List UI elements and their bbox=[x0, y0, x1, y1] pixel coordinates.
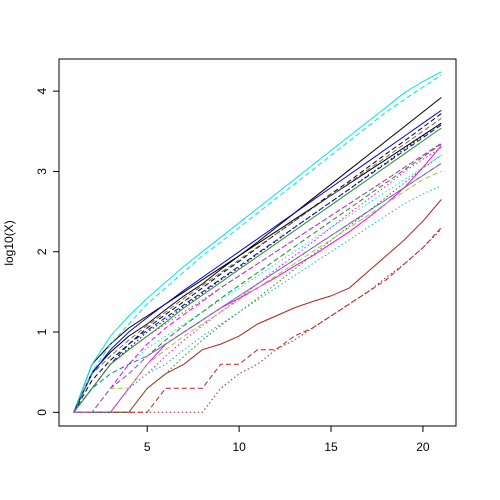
series-line-5 bbox=[73, 71, 442, 413]
x-axis: 5 10 15 20 bbox=[144, 425, 430, 454]
series-line-2 bbox=[73, 97, 442, 413]
series-line-23 bbox=[73, 185, 442, 413]
x-tick-label: 5 bbox=[144, 440, 151, 454]
series-line-9 bbox=[73, 142, 442, 413]
series-line-13 bbox=[73, 228, 442, 413]
series-line-18 bbox=[73, 154, 442, 413]
x-tick-label: 10 bbox=[232, 440, 246, 454]
series-line-20 bbox=[73, 117, 442, 413]
series-line-8 bbox=[73, 145, 442, 413]
y-axis-title: log10(X) bbox=[2, 220, 16, 265]
y-tick-label: 0 bbox=[35, 409, 49, 416]
series-line-6 bbox=[73, 74, 442, 413]
x-tick-label: 20 bbox=[416, 440, 430, 454]
y-tick-label: 4 bbox=[35, 87, 49, 94]
series-line-17 bbox=[73, 143, 442, 413]
series-line-19 bbox=[73, 162, 442, 413]
series-line-24 bbox=[73, 162, 442, 413]
series-line-22 bbox=[73, 170, 442, 413]
y-axis: 0 1 2 3 4 bbox=[35, 87, 60, 416]
series-line-16 bbox=[73, 127, 442, 413]
x-tick-label: 15 bbox=[324, 440, 338, 454]
series-line-1 bbox=[73, 122, 442, 413]
series-line-3 bbox=[73, 113, 442, 413]
series-line-14 bbox=[73, 109, 442, 413]
y-tick-label: 2 bbox=[35, 248, 49, 255]
series-layer bbox=[73, 71, 442, 413]
series-line-21 bbox=[73, 142, 442, 413]
series-line-12 bbox=[73, 227, 442, 413]
series-line-4 bbox=[73, 122, 442, 413]
y-tick-label: 3 bbox=[35, 168, 49, 175]
y-tick-label: 1 bbox=[35, 328, 49, 335]
series-line-11 bbox=[73, 199, 442, 413]
series-line-15 bbox=[73, 124, 442, 413]
